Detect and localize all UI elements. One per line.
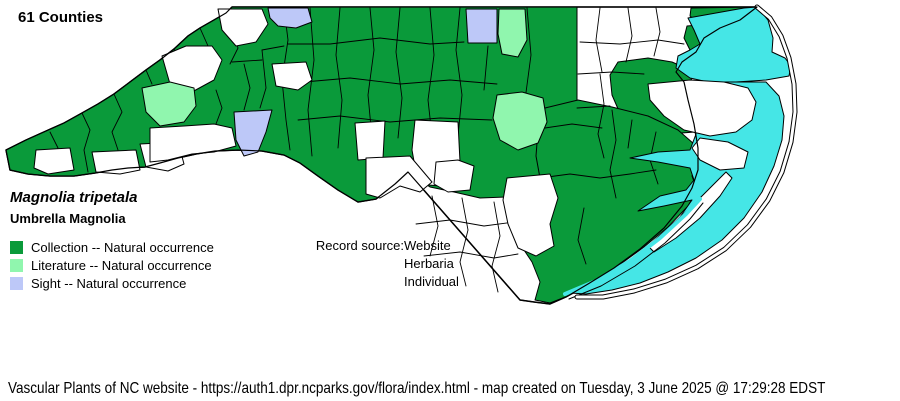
county-border-line — [579, 39, 685, 45]
footer-caption: Vascular Plants of NC website - https://… — [8, 380, 826, 397]
coastal-lagoon-water — [563, 197, 702, 296]
county-border-line — [215, 89, 223, 125]
county-border-line — [577, 71, 645, 75]
county-border-line — [81, 112, 91, 173]
legend-item-sight: Sight -- Natural occurrence — [10, 274, 214, 292]
legend-item-collection: Collection -- Natural occurrence — [10, 238, 214, 256]
county-border-line — [576, 105, 611, 109]
county-none — [691, 137, 749, 171]
county-border-line — [609, 109, 617, 199]
county-distribution-map — [5, 4, 798, 305]
county-none — [91, 149, 141, 175]
county-border-line — [653, 7, 661, 57]
record-source-label: Record source: — [315, 238, 404, 253]
county-none — [433, 159, 475, 193]
coastal-barrier-line — [568, 202, 704, 300]
county-border-line — [427, 7, 435, 137]
county-literature — [141, 81, 197, 127]
county-border-line — [459, 197, 469, 287]
collection-swatch-icon — [10, 240, 23, 254]
county-border-line — [595, 7, 603, 73]
county-border-line — [415, 219, 515, 227]
county-none — [149, 123, 237, 163]
legend-label: Sight -- Natural occurrence — [31, 275, 187, 291]
county-border-line — [243, 63, 251, 111]
county-literature — [492, 91, 548, 151]
record-source-value: Herbaria — [404, 256, 454, 271]
record-source-value: Individual — [404, 274, 459, 289]
county-border-line — [597, 73, 605, 159]
county-border-line — [367, 7, 375, 139]
county-none — [365, 155, 433, 199]
outer-banks-strip — [575, 5, 797, 299]
county-border-line — [261, 45, 285, 51]
legend-label: Literature -- Natural occurrence — [31, 257, 212, 273]
county-none — [647, 79, 757, 137]
county-border-line — [577, 207, 587, 265]
county-border-line — [145, 69, 153, 85]
county-none — [502, 173, 559, 257]
county-sight — [233, 109, 273, 157]
record-source: Record source: Website Herbaria Individu… — [314, 238, 459, 292]
county-border-line — [395, 7, 403, 139]
county-border-line — [625, 7, 633, 63]
legend-item-literature: Literature -- Natural occurrence — [10, 256, 214, 274]
county-border-line — [231, 59, 263, 63]
species-scientific-name: Magnolia tripetala — [10, 189, 138, 206]
county-border-line — [335, 7, 343, 149]
county-border-line — [627, 119, 633, 149]
sight-swatch-icon — [10, 276, 23, 290]
literature-swatch-icon — [10, 258, 23, 272]
county-border-line — [544, 123, 603, 129]
county-none — [217, 8, 269, 47]
county-border-line — [303, 77, 498, 85]
county-border-line — [539, 169, 657, 179]
county-border-line — [287, 37, 465, 45]
county-sight — [465, 8, 498, 44]
county-border-line — [423, 251, 519, 259]
record-source-value: Website — [404, 238, 451, 253]
county-border-line — [429, 195, 439, 257]
county-border-line — [297, 115, 493, 123]
county-none — [354, 120, 386, 161]
county-border-line — [307, 7, 315, 157]
county-border-line — [111, 93, 123, 151]
county-count-label: 61 Counties — [18, 9, 104, 26]
county-border-line — [455, 7, 463, 137]
record-source-values: Website Herbaria Individual — [404, 238, 459, 292]
county-none — [33, 147, 75, 175]
county-none — [271, 61, 313, 91]
county-sight — [267, 7, 313, 29]
county-literature — [497, 8, 528, 58]
state-outline — [5, 6, 758, 305]
county-border-line — [491, 201, 501, 293]
legend-label: Collection -- Natural occurrence — [31, 239, 214, 255]
legend: Collection -- Natural occurrence Literat… — [10, 238, 214, 292]
species-common-name: Umbrella Magnolia — [10, 211, 126, 226]
county-border-line — [259, 49, 267, 109]
